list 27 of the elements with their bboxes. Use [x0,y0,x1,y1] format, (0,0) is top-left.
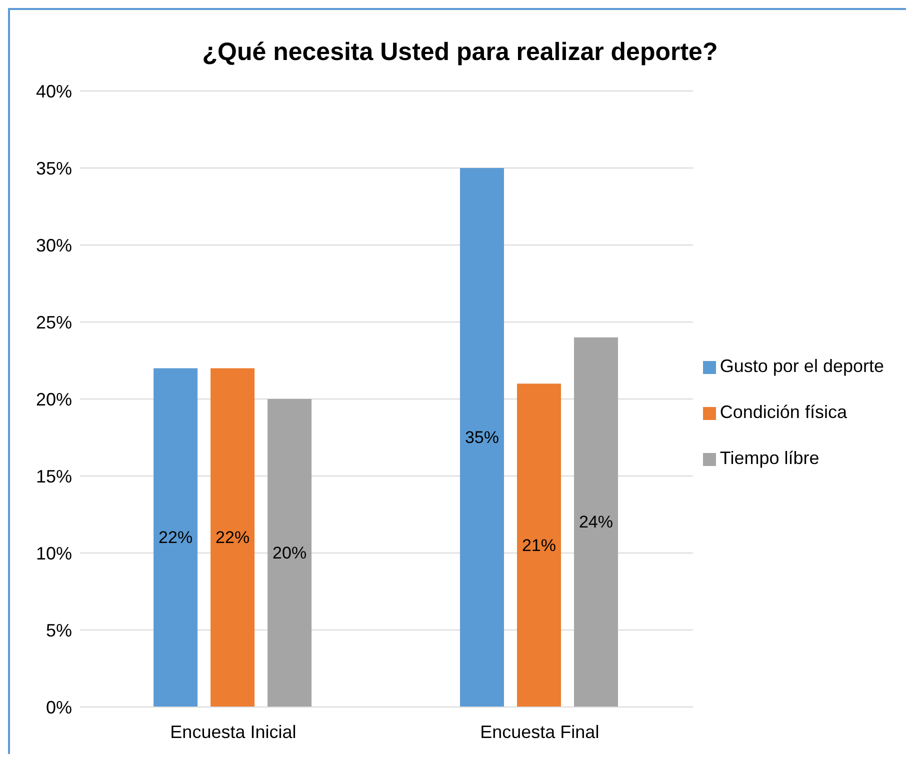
bar [268,399,312,707]
y-tick-label: 5% [46,620,72,640]
data-label: 35% [464,428,500,447]
chart-title: ¿Qué necesita Usted para realizar deporte? [201,37,719,67]
data-label: 22% [158,528,193,548]
y-tick-label: 40% [36,81,72,102]
bar [574,337,618,707]
y-tick-label: 35% [36,158,72,178]
data-label: 22% [216,528,250,548]
bar [516,384,561,707]
data-label: 21% [522,536,556,555]
data-label: 24% [578,512,614,532]
x-tick-label: Encuesta Inicial [170,722,296,742]
legend-label: Gusto por el deporte [720,356,884,376]
bar [154,368,198,707]
y-tick-label: 25% [36,312,72,332]
legend-label: Condición física [720,402,847,422]
bar [210,368,255,707]
legend-label: Tiempo líbre [720,448,820,468]
x-tick-label: Encuesta Final [480,722,600,742]
y-tick-label: 20% [36,389,72,410]
y-tick-label: 15% [36,466,72,486]
bar [460,168,504,707]
y-tick-label: 0% [46,697,72,718]
data-label: 20% [272,544,307,562]
y-tick-label: 30% [36,235,72,256]
y-tick-label: 10% [36,543,72,564]
